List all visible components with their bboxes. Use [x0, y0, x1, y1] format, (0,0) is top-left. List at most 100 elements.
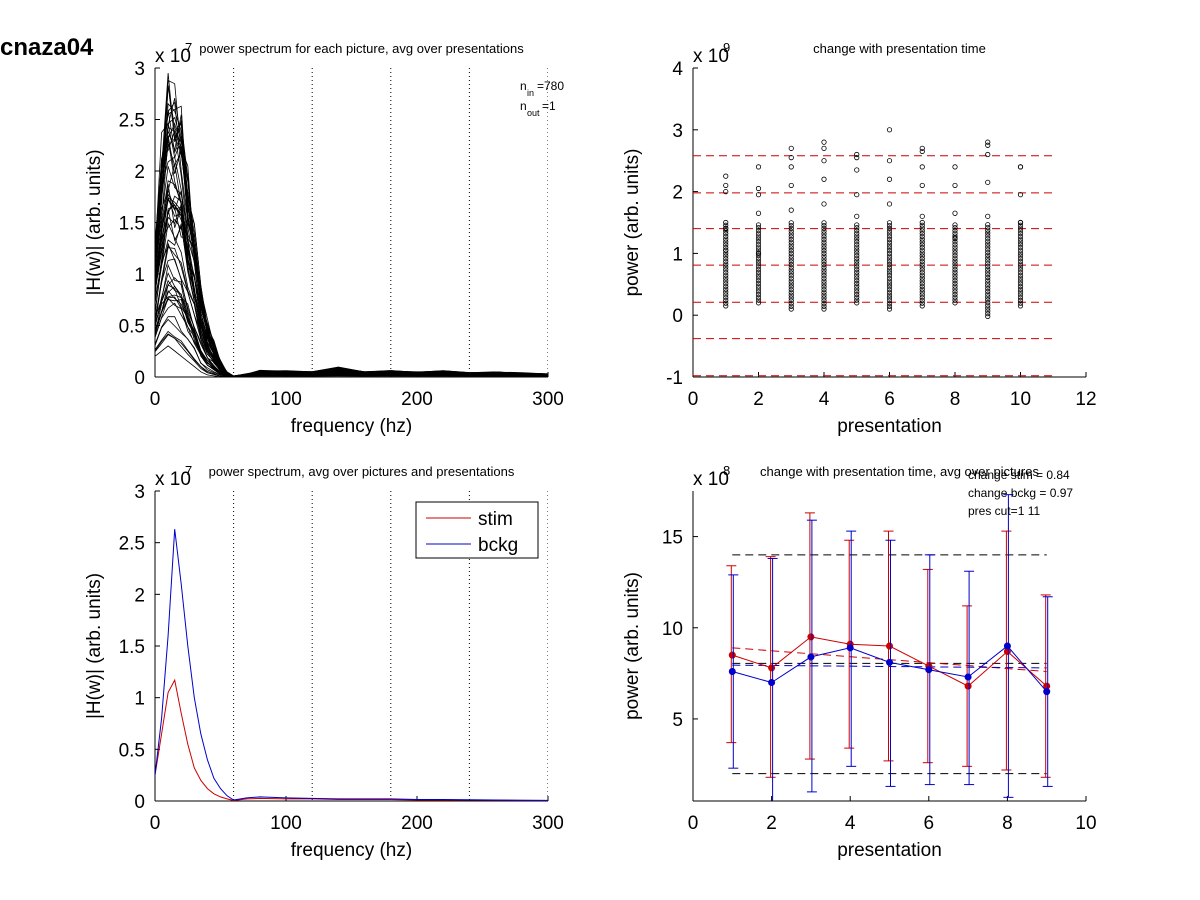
- data-point: [755, 252, 762, 259]
- data-point: [952, 252, 958, 259]
- data-point: [985, 288, 991, 295]
- data-point: [788, 303, 794, 309]
- data-point: [723, 294, 729, 301]
- data-point: [1017, 272, 1024, 278]
- series-marker-stim: [768, 664, 776, 672]
- data-point: [886, 201, 893, 207]
- data-point: [886, 295, 893, 301]
- data-point: [723, 283, 729, 290]
- y-tick-label: 1.5: [119, 637, 145, 658]
- data-point: [985, 260, 991, 267]
- data-point: [755, 275, 762, 281]
- data-point: [886, 281, 893, 287]
- data-point: [821, 228, 827, 234]
- data-point: [1017, 261, 1024, 267]
- x-tick-label: 10: [1075, 813, 1096, 834]
- data-point: [854, 244, 860, 250]
- data-point: [723, 222, 729, 228]
- annotation-value: =1: [542, 99, 556, 113]
- data-point: [886, 222, 893, 229]
- series-line-bckg: [155, 529, 548, 801]
- data-point: [985, 139, 991, 145]
- data-point: [919, 244, 925, 251]
- data-point: [821, 286, 827, 293]
- data-point: [854, 213, 860, 219]
- data-point: [788, 182, 794, 189]
- data-point: [755, 247, 762, 253]
- data-point: [723, 278, 729, 284]
- data-point: [755, 236, 762, 242]
- data-point: [755, 239, 762, 245]
- y-tick-label: 1: [134, 689, 145, 710]
- chart-title: change with presentation time: [813, 41, 986, 56]
- data-point: [854, 239, 860, 245]
- y-tick-label: 2: [134, 162, 145, 183]
- data-point: [1017, 219, 1024, 226]
- y-tick-label: 0: [672, 306, 683, 327]
- data-point: [788, 164, 794, 170]
- x-tick-label: 4: [845, 813, 856, 834]
- data-point: [788, 155, 794, 161]
- data-point: [886, 284, 893, 290]
- data-point: [919, 267, 925, 273]
- data-point: [723, 173, 729, 179]
- data-point: [985, 299, 991, 306]
- data-point: [985, 269, 991, 275]
- data-point: [985, 272, 991, 278]
- x-tick-label: 8: [950, 389, 961, 410]
- series-marker-bckg: [925, 666, 933, 674]
- y-axis-label: |H(w)| (arb. units): [84, 149, 105, 295]
- data-point: [788, 228, 794, 234]
- data-point: [985, 313, 991, 320]
- data-point: [821, 270, 827, 276]
- data-point: [821, 236, 827, 243]
- data-point: [723, 244, 729, 251]
- y-tick-label: 0.5: [119, 317, 145, 338]
- data-point: [821, 242, 827, 248]
- data-point: [1017, 286, 1024, 292]
- y-axis-label: |H(w)| (arb. units): [84, 573, 105, 719]
- data-point: [854, 291, 860, 298]
- data-point: [886, 239, 893, 245]
- data-point: [821, 220, 827, 226]
- data-point: [1017, 236, 1024, 242]
- data-point: [821, 267, 827, 273]
- data-point: [755, 255, 762, 261]
- data-point: [755, 225, 762, 231]
- data-point: [755, 280, 762, 286]
- data-point: [952, 289, 958, 295]
- data-point: [854, 236, 860, 242]
- data-point: [886, 158, 893, 164]
- data-point: [821, 278, 827, 284]
- data-point: [821, 303, 827, 309]
- series-marker-stim: [1003, 647, 1011, 655]
- data-point: [985, 151, 991, 158]
- series-marker-bckg: [1003, 642, 1011, 650]
- data-point: [755, 185, 762, 192]
- y-tick-label: 4: [672, 59, 683, 80]
- series-marker-stim: [807, 633, 815, 641]
- data-point: [1017, 281, 1024, 287]
- data-point: [985, 238, 991, 244]
- x-axis-label: frequency (hz): [291, 416, 412, 437]
- data-point: [755, 250, 762, 256]
- x-tick-label: 0: [150, 389, 161, 410]
- x-tick-label: 4: [819, 389, 830, 410]
- chart-title: power spectrum for each picture, avg ove…: [199, 41, 524, 56]
- data-point: [821, 284, 827, 290]
- data-point: [985, 213, 991, 219]
- data-point: [952, 291, 958, 298]
- data-point: [919, 239, 925, 245]
- data-point: [886, 228, 893, 234]
- data-point: [788, 261, 794, 268]
- data-point: [919, 303, 925, 309]
- y-tick-label: 5: [672, 710, 683, 731]
- data-point: [788, 284, 794, 290]
- data-point: [886, 261, 893, 268]
- data-point: [821, 281, 827, 287]
- data-point: [788, 259, 794, 265]
- x-tick-label: 200: [401, 813, 433, 834]
- data-point: [723, 231, 729, 237]
- data-point: [854, 233, 860, 239]
- data-point: [723, 297, 729, 303]
